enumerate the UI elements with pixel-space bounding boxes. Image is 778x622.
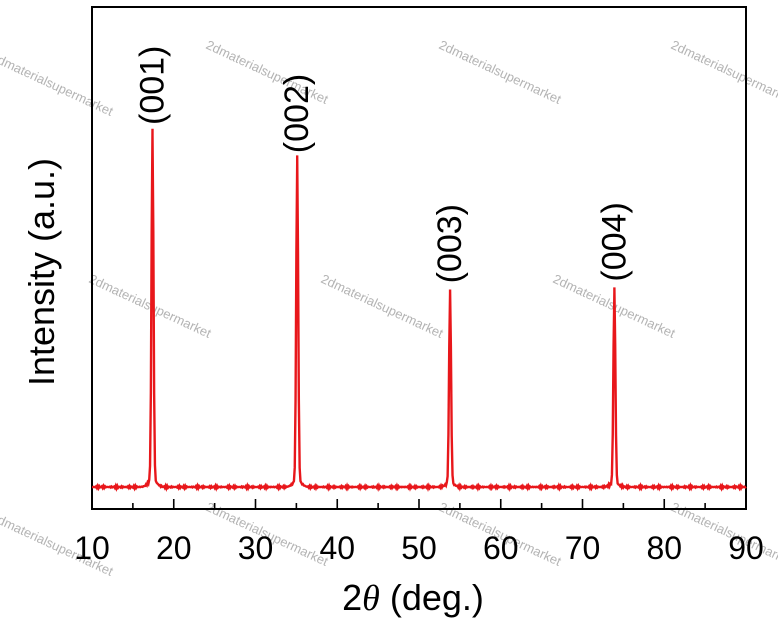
x-tick-label: 70 [565,530,601,566]
x-tick-label: 50 [401,530,437,566]
x-axis-title: 2θ (deg.) [342,577,484,618]
watermark-layer: 2dmaterialsupermarket 2dmaterialsupermark… [0,37,778,579]
x-tick-label: 40 [319,530,355,566]
x-tick-label: 30 [238,530,274,566]
peak-label: (003) [431,204,469,283]
peak-label: (004) [595,202,633,281]
watermark-text: 2dmaterialsupermarket [669,37,778,107]
peak-label: (002) [278,74,316,153]
plot-frame [91,6,747,510]
x-tick-label: 10 [74,530,110,566]
peak-labels: (001) (002) (003) (004) [134,46,634,284]
x-tick-label: 80 [646,530,682,566]
watermark-text: 2dmaterialsupermarket [319,271,446,341]
watermark-text: 2dmaterialsupermarket [0,49,116,119]
watermark-text: 2dmaterialsupermarket [437,37,564,107]
y-axis-title: Intensity (a.u.) [21,158,62,386]
x-tick-label: 90 [728,530,764,566]
peak-label: (001) [134,46,172,125]
x-axis-ticks [91,499,747,509]
series-line [91,128,747,492]
x-tick-label: 20 [156,530,192,566]
x-axis-tick-labels: 10 20 30 40 50 60 70 80 90 [74,530,764,566]
x-tick-label: 60 [483,530,519,566]
